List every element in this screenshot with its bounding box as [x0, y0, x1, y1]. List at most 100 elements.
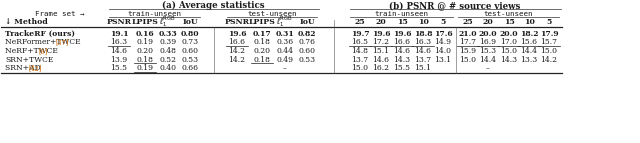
- Text: TrackeRF (ours): TrackeRF (ours): [5, 30, 75, 38]
- Text: 17.2: 17.2: [372, 38, 390, 46]
- Text: 16.3: 16.3: [415, 38, 431, 46]
- Text: 15.0: 15.0: [500, 47, 518, 55]
- Text: SRN+TWCE: SRN+TWCE: [5, 55, 53, 63]
- Text: 20.0: 20.0: [479, 30, 497, 38]
- Text: 17.7: 17.7: [460, 38, 477, 46]
- Text: 0.39: 0.39: [159, 38, 177, 46]
- Text: [9]: [9]: [38, 47, 48, 55]
- Text: 0.36: 0.36: [276, 38, 294, 46]
- Text: 0.18: 0.18: [253, 55, 271, 63]
- Text: –: –: [283, 64, 287, 72]
- Text: 14.4: 14.4: [520, 47, 538, 55]
- Text: 5: 5: [440, 18, 445, 26]
- Text: 25: 25: [463, 18, 474, 26]
- Text: 13.3: 13.3: [520, 55, 538, 63]
- Text: NeRF+TWCE: NeRF+TWCE: [5, 47, 60, 55]
- Text: 15.1: 15.1: [372, 47, 390, 55]
- Text: 19.1: 19.1: [109, 30, 128, 38]
- Text: 0.53: 0.53: [298, 55, 316, 63]
- Text: 25: 25: [355, 18, 365, 26]
- Text: 0.80: 0.80: [180, 30, 199, 38]
- Text: 14.0: 14.0: [435, 47, 451, 55]
- Text: 15: 15: [397, 18, 408, 26]
- Text: 0.53: 0.53: [181, 55, 198, 63]
- Text: PSNR: PSNR: [225, 18, 250, 26]
- Text: 19.6: 19.6: [228, 30, 246, 38]
- Text: PSNR: PSNR: [106, 18, 131, 26]
- Text: 18.8: 18.8: [413, 30, 432, 38]
- Text: 16.9: 16.9: [479, 38, 497, 46]
- Text: 15: 15: [504, 18, 515, 26]
- Text: (a) Average statistics: (a) Average statistics: [162, 1, 264, 10]
- Text: 0.20: 0.20: [253, 47, 271, 55]
- Text: 15.5: 15.5: [111, 64, 127, 72]
- Text: 0.49: 0.49: [276, 55, 294, 63]
- Text: 0.19: 0.19: [136, 38, 154, 46]
- Text: 13.1: 13.1: [435, 55, 452, 63]
- Text: 20: 20: [376, 18, 387, 26]
- Text: 5: 5: [547, 18, 552, 26]
- Text: 0.44: 0.44: [276, 47, 294, 55]
- Text: NeRFormer+TWCE: NeRFormer+TWCE: [5, 38, 83, 46]
- Text: 15.5: 15.5: [394, 64, 410, 72]
- Text: 17.0: 17.0: [500, 38, 518, 46]
- Text: 16.2: 16.2: [372, 64, 390, 72]
- Text: 15.0: 15.0: [460, 55, 477, 63]
- Text: test-unseen: test-unseen: [247, 10, 297, 16]
- Text: 19.6: 19.6: [372, 30, 390, 38]
- Text: 14.9: 14.9: [435, 38, 451, 46]
- Text: ↓ Method: ↓ Method: [5, 18, 48, 26]
- Text: 14.2: 14.2: [228, 47, 246, 55]
- Text: 15.3: 15.3: [479, 47, 497, 55]
- Text: 20.0: 20.0: [500, 30, 518, 38]
- Text: train-unseen: train-unseen: [127, 10, 182, 16]
- Text: –: –: [486, 64, 490, 72]
- Text: Frame set →: Frame set →: [35, 10, 84, 16]
- Text: 14.3: 14.3: [394, 55, 411, 63]
- Text: 0.18: 0.18: [253, 38, 271, 46]
- Text: 0.16: 0.16: [136, 30, 154, 38]
- Text: 13.7: 13.7: [415, 55, 431, 63]
- Text: 18.2: 18.2: [520, 30, 538, 38]
- Text: 13.7: 13.7: [351, 55, 369, 63]
- Text: 15.9: 15.9: [460, 47, 477, 55]
- Text: 20: 20: [483, 18, 493, 26]
- Text: 0.73: 0.73: [181, 38, 198, 46]
- Text: 14.6: 14.6: [394, 47, 410, 55]
- Text: 15.7: 15.7: [541, 38, 557, 46]
- Text: [42]: [42]: [28, 64, 42, 72]
- Text: 15.6: 15.6: [520, 38, 538, 46]
- Text: 0.60: 0.60: [298, 47, 316, 55]
- Text: 14.4: 14.4: [479, 55, 497, 63]
- Text: 17.9: 17.9: [540, 30, 558, 38]
- Text: SRN+AD: SRN+AD: [5, 64, 43, 72]
- Text: 10: 10: [417, 18, 428, 26]
- Text: $\ell_1^{\mathrm{RGB}}$: $\ell_1^{\mathrm{RGB}}$: [159, 15, 177, 29]
- Text: 0.52: 0.52: [159, 55, 177, 63]
- Text: 13.9: 13.9: [111, 55, 127, 63]
- Text: 10: 10: [524, 18, 534, 26]
- Text: 0.18: 0.18: [136, 55, 154, 63]
- Text: 15.1: 15.1: [415, 64, 431, 72]
- Text: 0.31: 0.31: [276, 30, 294, 38]
- Text: 21.0: 21.0: [459, 30, 477, 38]
- Text: 14.3: 14.3: [500, 55, 518, 63]
- Text: 0.48: 0.48: [159, 47, 177, 55]
- Text: 16.5: 16.5: [351, 38, 369, 46]
- Text: $\ell_1^{\mathrm{RGB}}$: $\ell_1^{\mathrm{RGB}}$: [276, 15, 294, 29]
- Text: 0.76: 0.76: [298, 38, 316, 46]
- Text: 0.33: 0.33: [159, 30, 177, 38]
- Text: (b) PSNR @ # source views: (b) PSNR @ # source views: [389, 1, 520, 10]
- Text: 17.6: 17.6: [434, 30, 452, 38]
- Text: 16.3: 16.3: [111, 38, 127, 46]
- Text: 19.6: 19.6: [393, 30, 412, 38]
- Text: 0.82: 0.82: [298, 30, 316, 38]
- Text: [37]: [37]: [55, 38, 68, 46]
- Text: train-unseen: train-unseen: [374, 10, 429, 16]
- Text: 14.2: 14.2: [228, 55, 246, 63]
- Text: 14.8: 14.8: [351, 47, 369, 55]
- Text: 14.6: 14.6: [372, 55, 390, 63]
- Text: 16.6: 16.6: [394, 38, 410, 46]
- Text: 0.20: 0.20: [136, 47, 154, 55]
- Text: 16.6: 16.6: [228, 38, 246, 46]
